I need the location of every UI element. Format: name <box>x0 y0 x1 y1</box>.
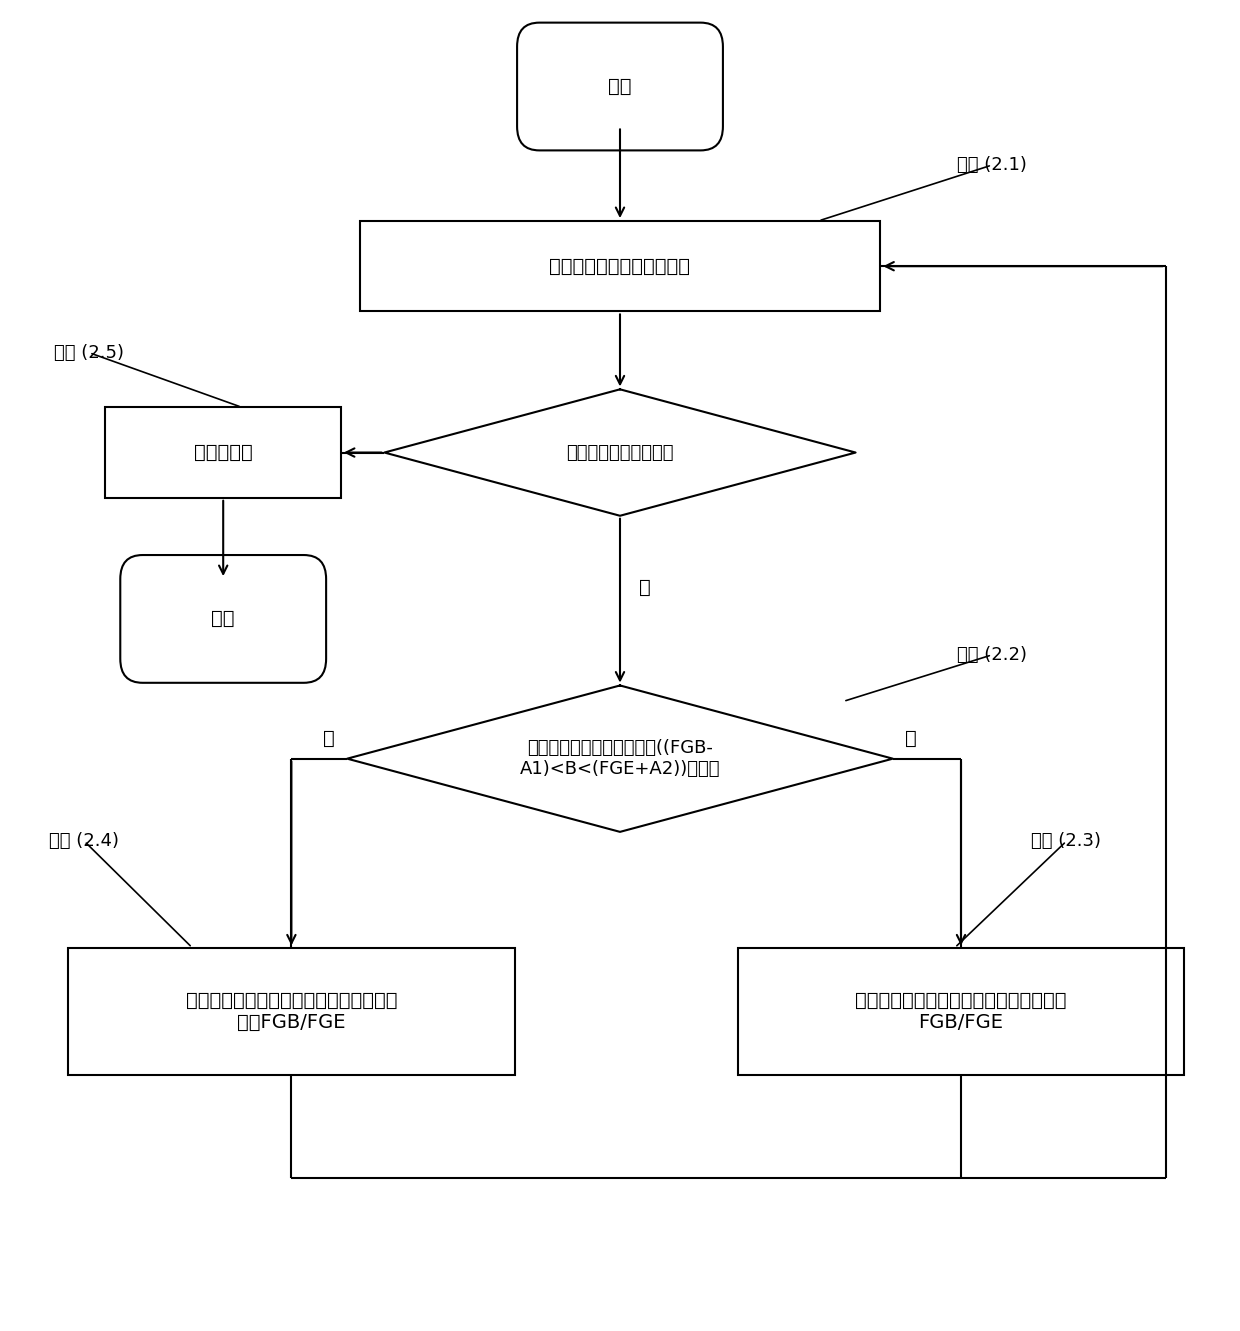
Text: 结束: 结束 <box>212 610 234 628</box>
Text: 叼: 叼 <box>639 578 650 596</box>
Text: 步骤 (2.1): 步骤 (2.1) <box>957 156 1027 174</box>
Text: 故障因素和有效故障组满足((FGB-
A1)<B<(FGE+A2))规则？: 故障因素和有效故障组满足((FGB- A1)<B<(FGE+A2))规则？ <box>520 739 720 779</box>
Text: 归并故障组: 归并故障组 <box>193 443 253 462</box>
Text: 步骤 (2.3): 步骤 (2.3) <box>1032 832 1101 851</box>
Bar <box>738 948 1184 1075</box>
Bar <box>360 221 880 311</box>
Polygon shape <box>384 389 856 515</box>
FancyBboxPatch shape <box>517 23 723 150</box>
Text: 将故障因素移到新的有效故障组，设置故
障组FGB/FGE: 将故障因素移到新的有效故障组，设置故 障组FGB/FGE <box>186 992 397 1032</box>
Text: 步骤 (2.2): 步骤 (2.2) <box>957 646 1027 664</box>
FancyBboxPatch shape <box>120 555 326 683</box>
Text: 开始: 开始 <box>609 77 631 96</box>
Bar <box>105 407 341 498</box>
Text: 步骤 (2.4): 步骤 (2.4) <box>50 832 119 851</box>
Text: 将故障因素移到相关故障组，更新故障组
FGB/FGE: 将故障因素移到相关故障组，更新故障组 FGB/FGE <box>856 992 1066 1032</box>
Text: 将故障因素按开始时间排序: 将故障因素按开始时间排序 <box>549 257 691 276</box>
Polygon shape <box>347 685 893 832</box>
Text: 故障因素是否处理完？: 故障因素是否处理完？ <box>567 443 673 462</box>
Text: 是: 是 <box>905 729 916 748</box>
Text: 否: 否 <box>324 729 335 748</box>
Text: 步骤 (2.5): 步骤 (2.5) <box>55 343 124 362</box>
Bar <box>68 948 515 1075</box>
